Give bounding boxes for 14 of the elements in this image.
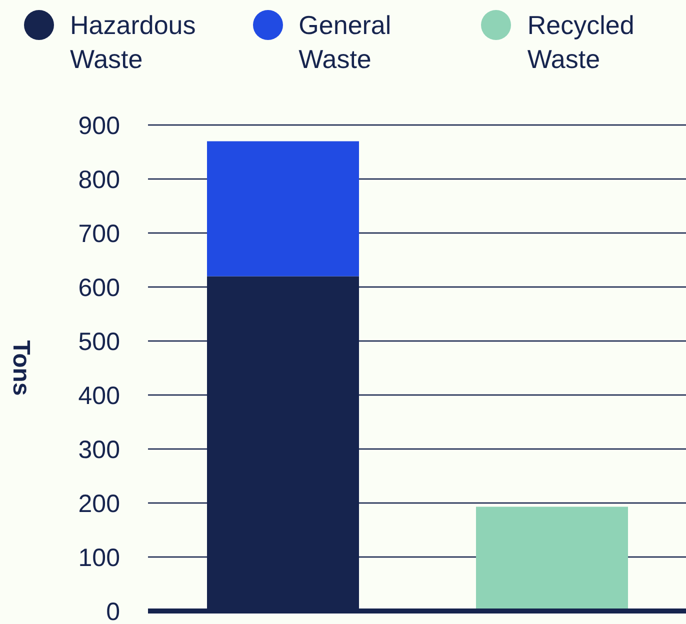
y-tick-label: 200 [78, 490, 120, 518]
y-tick-label: 300 [78, 436, 120, 464]
legend-label: Hazardous Waste [70, 9, 197, 76]
y-tick-label: 100 [78, 544, 120, 572]
y-tick-label: 0 [106, 598, 120, 624]
y-tick-label: 800 [78, 166, 120, 194]
y-tick-label: 500 [78, 328, 120, 356]
y-tick-label: 700 [78, 220, 120, 248]
y-tick-label: 600 [78, 274, 120, 302]
y-tick-label: 900 [78, 112, 120, 140]
y-tick-label: 400 [78, 382, 120, 410]
legend-label: Recycled Waste [527, 9, 636, 76]
y-axis-title: Tons [7, 340, 34, 396]
legend-label: General Waste [298, 9, 392, 76]
